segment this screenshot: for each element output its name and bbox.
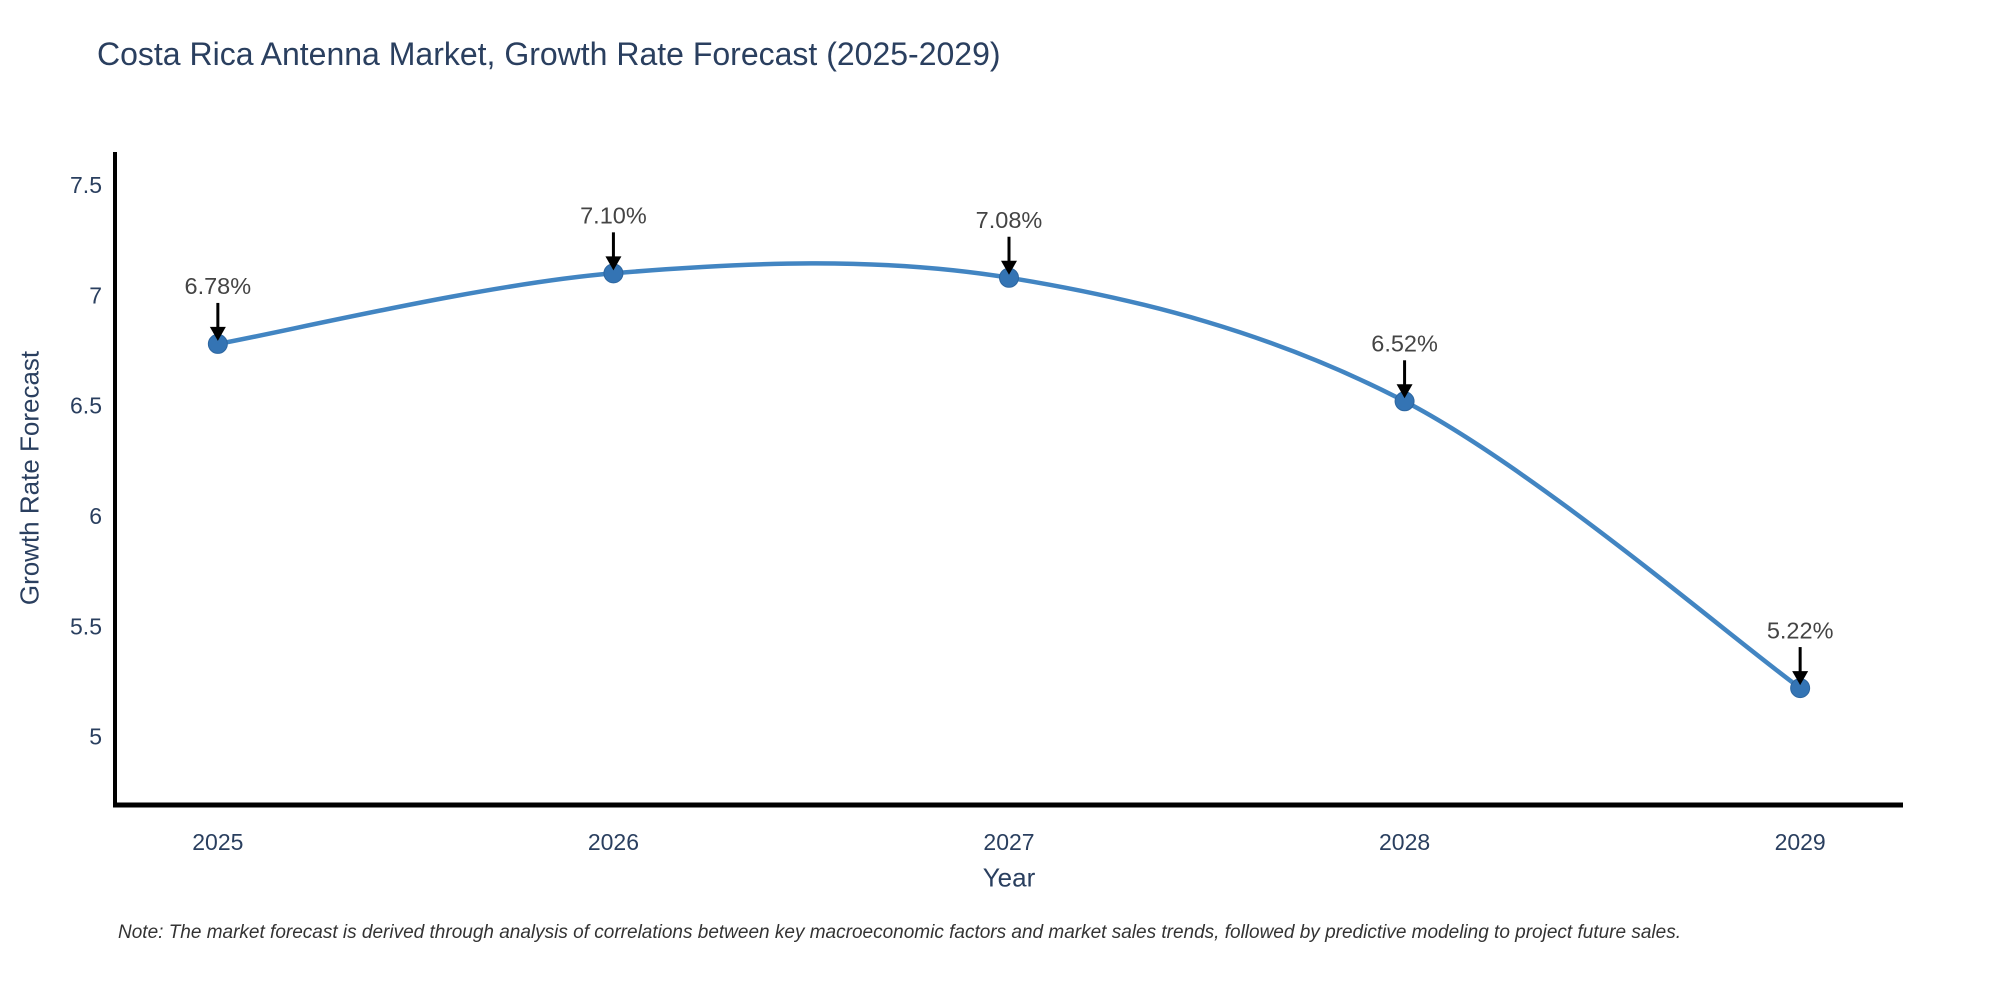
y-tick-label: 7 <box>89 282 102 308</box>
x-tick-label: 2029 <box>1775 829 1826 855</box>
data-point-label: 7.10% <box>580 203 647 229</box>
data-point-label: 6.52% <box>1371 331 1438 357</box>
y-tick-label: 6 <box>89 503 102 529</box>
chart-title: Costa Rica Antenna Market, Growth Rate F… <box>97 36 1001 72</box>
y-tick-label: 7.5 <box>70 172 102 198</box>
annotation-arrowhead <box>605 256 622 271</box>
y-tick-label: 5.5 <box>70 613 102 639</box>
annotation-arrowhead <box>209 326 226 341</box>
annotation-arrowhead <box>1396 384 1413 399</box>
y-tick-label: 5 <box>89 724 102 750</box>
annotation-arrowhead <box>1792 671 1809 686</box>
annotation-arrowhead <box>1001 260 1017 275</box>
x-axis-title: Year <box>982 862 1036 893</box>
data-point-label: 6.78% <box>185 273 252 299</box>
data-point-label: 5.22% <box>1767 617 1834 643</box>
x-tick-label: 2027 <box>983 829 1034 855</box>
y-tick-label: 6.5 <box>70 393 102 419</box>
x-tick-label: 2028 <box>1379 829 1430 855</box>
x-tick-label: 2026 <box>588 829 639 855</box>
forecast-line <box>215 261 1803 691</box>
x-tick-label: 2025 <box>192 829 243 855</box>
data-point-label: 7.08% <box>976 207 1043 233</box>
chart-footnote: Note: The market forecast is derived thr… <box>118 922 1681 943</box>
y-axis-title: Growth Rate Forecast <box>14 350 45 606</box>
